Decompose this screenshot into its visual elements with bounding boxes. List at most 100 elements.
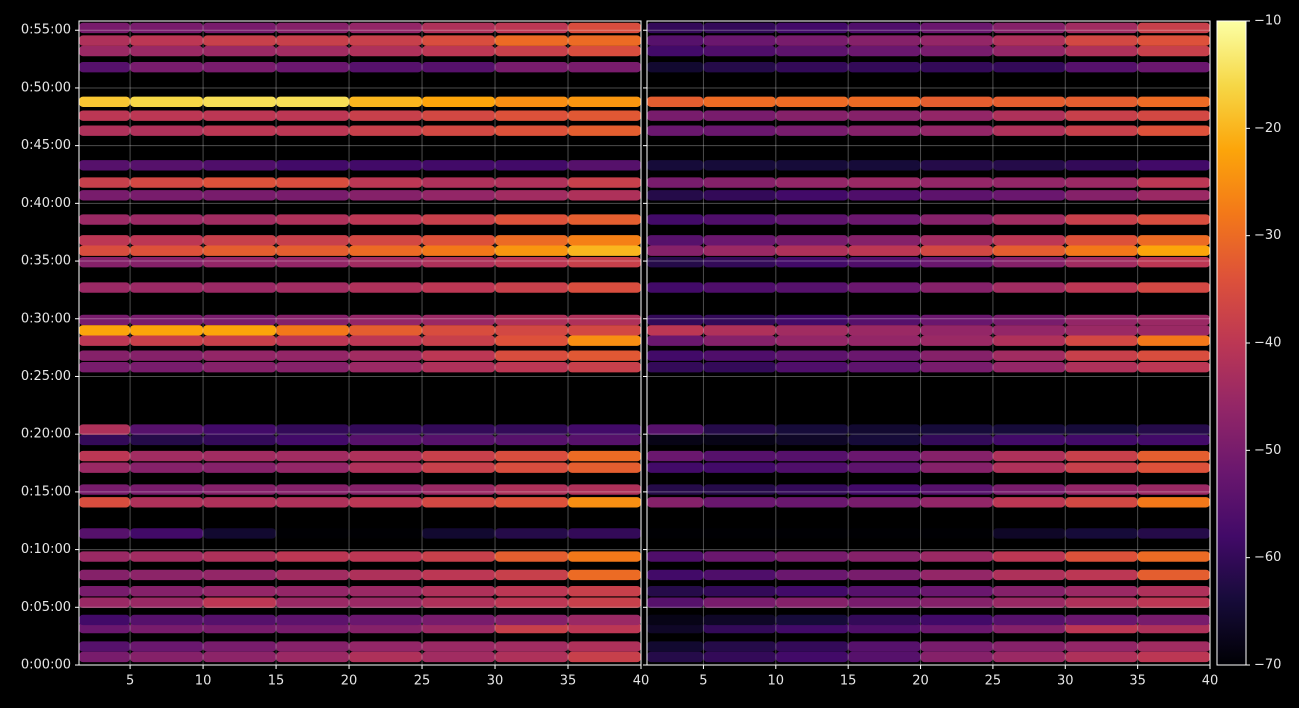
heat-cell [568,35,641,46]
heat-cell [130,585,204,597]
heat-cell [203,622,277,634]
heat-cell [1065,569,1138,581]
heat-cell [495,177,569,188]
heat-cell [203,462,277,473]
heat-cell [130,245,204,256]
heat-cell [495,214,569,225]
heat-cell [1137,245,1210,256]
colorbar-tick-label: −30 [1254,228,1281,243]
heat-cell [79,282,131,293]
heat-cell [276,585,350,597]
heat-cell [775,235,849,246]
heat-cell [79,497,131,508]
heat-cell [1137,45,1210,57]
heat-cell [1065,350,1138,361]
heat-cell [276,434,350,446]
heat-cell [848,125,921,136]
heat-cell [349,335,423,346]
heat-cell [992,61,1066,73]
heat-cell [1137,282,1210,293]
heat-cell [703,569,776,581]
heat-cell [992,214,1066,225]
heat-cell [568,177,641,188]
heat-cell [422,160,496,171]
heat-cell [349,569,423,581]
heat-cell [276,214,350,225]
heat-cell [992,651,1066,663]
heat-cell [992,434,1066,446]
heat-cell [1065,497,1138,508]
heat-cell [130,450,204,462]
heat-cell [568,45,641,57]
y-tick-label: 0:20:00 [21,427,71,442]
heat-cell [775,35,849,46]
heat-cell [775,314,849,326]
heat-cell [422,190,496,201]
heat-cell [848,462,921,473]
heat-cell [349,61,423,73]
heat-cell [276,551,350,562]
heat-cell [775,282,849,293]
heat-cell [203,35,277,46]
heat-cell [568,424,641,435]
heat-cell [775,497,849,508]
heat-cell [1065,282,1138,293]
heat-cell [349,125,423,136]
heat-cell [79,245,131,256]
heat-cell [203,125,277,136]
heat-cell [992,551,1066,562]
heat-cell [647,614,704,626]
heat-cell [79,45,131,57]
heat-cell [920,350,993,361]
heat-cell [848,110,921,121]
heat-cell [1137,585,1210,597]
heat-cell [422,362,496,373]
heat-cell [495,235,569,246]
x-tick-label: 30 [487,674,504,689]
axes-frame [78,20,642,666]
heat-cell [495,110,569,121]
heat-cell [276,462,350,473]
heat-cell [422,282,496,293]
x-tick-label: 10 [768,674,785,689]
heat-cell [703,462,776,473]
heat-cell [647,651,704,663]
heat-cell [130,569,204,581]
heat-cell [79,641,131,652]
heat-cell [647,177,704,188]
heat-cell [79,362,131,373]
heat-cell [79,61,131,73]
heat-cell [703,551,776,562]
heat-cell [647,61,704,73]
heat-cell [1065,434,1138,446]
heat-cell [775,362,849,373]
heat-cell [1065,325,1138,336]
heat-cell [130,434,204,446]
heat-cell [568,497,641,508]
heat-cell [130,335,204,346]
heat-cell [992,362,1066,373]
heat-cell [703,641,776,652]
heat-cell [568,245,641,256]
heat-cell [130,551,204,562]
heat-cell [920,257,993,268]
heat-cell [568,569,641,581]
heat-cell [703,528,776,539]
heat-cell [79,314,131,326]
heat-cell [647,622,704,634]
heat-cell [775,651,849,663]
heat-cell [349,96,423,107]
heat-cell [79,125,131,136]
heat-cell [992,350,1066,361]
heat-cell [349,450,423,462]
heat-cell [276,484,350,495]
heat-cell [992,245,1066,256]
heat-cell [992,177,1066,188]
heat-cell [775,484,849,495]
heat-cell [203,597,277,608]
heat-cell [1137,22,1210,34]
heat-cell [920,569,993,581]
heat-cell [349,597,423,608]
heat-cell [920,622,993,634]
heat-cell [495,462,569,473]
